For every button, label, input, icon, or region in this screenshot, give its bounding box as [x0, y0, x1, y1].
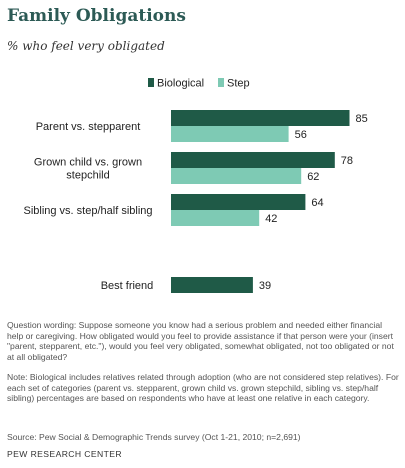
bar-biological: [171, 194, 306, 210]
bar-step: [171, 210, 260, 226]
category-label-line: stepchild: [66, 170, 109, 182]
category-label-line: Grown child vs. grown: [34, 157, 142, 169]
category-label-line: Best friend: [101, 280, 154, 292]
bar-biological: [171, 277, 253, 293]
page-title: Family Obligations: [7, 6, 186, 26]
category-label-line: Sibling vs. step/half sibling: [23, 205, 152, 217]
category-label: Sibling vs. step/half sibling: [23, 205, 152, 217]
category-label: Grown child vs. grown stepchild: [34, 157, 142, 182]
note-text: Note: Biological includes relatives rela…: [7, 372, 399, 404]
bar-step: [171, 126, 289, 142]
value-label: 78: [341, 155, 353, 167]
bar-chart: Biological Step Parent vs. stepparent 85 56 G…: [23, 78, 368, 293]
value-label: 56: [295, 129, 307, 141]
legend-swatch-biological: [148, 78, 154, 87]
category-label: Best friend: [101, 280, 154, 292]
bar-step: [171, 168, 302, 184]
category-label-line: Parent vs. stepparent: [36, 121, 141, 133]
legend-swatch-step: [218, 78, 224, 87]
value-label: 85: [356, 113, 368, 125]
organization-name: PEW RESEARCH CENTER: [7, 449, 123, 459]
category-label: Parent vs. stepparent: [36, 121, 141, 133]
value-label: 62: [307, 171, 319, 183]
value-label: 39: [259, 280, 271, 292]
value-label: 64: [311, 197, 323, 209]
bar-biological: [171, 152, 335, 168]
source-text: Source: Pew Social & Demographic Trends …: [7, 432, 301, 442]
question-wording: Question wording: Suppose someone you kn…: [7, 320, 394, 362]
legend-label-biological: Biological: [157, 78, 204, 90]
bar-biological: [171, 110, 350, 126]
legend-label-step: Step: [227, 78, 250, 90]
value-label: 42: [265, 213, 277, 225]
chart-subtitle: % who feel very obligated: [7, 39, 165, 53]
